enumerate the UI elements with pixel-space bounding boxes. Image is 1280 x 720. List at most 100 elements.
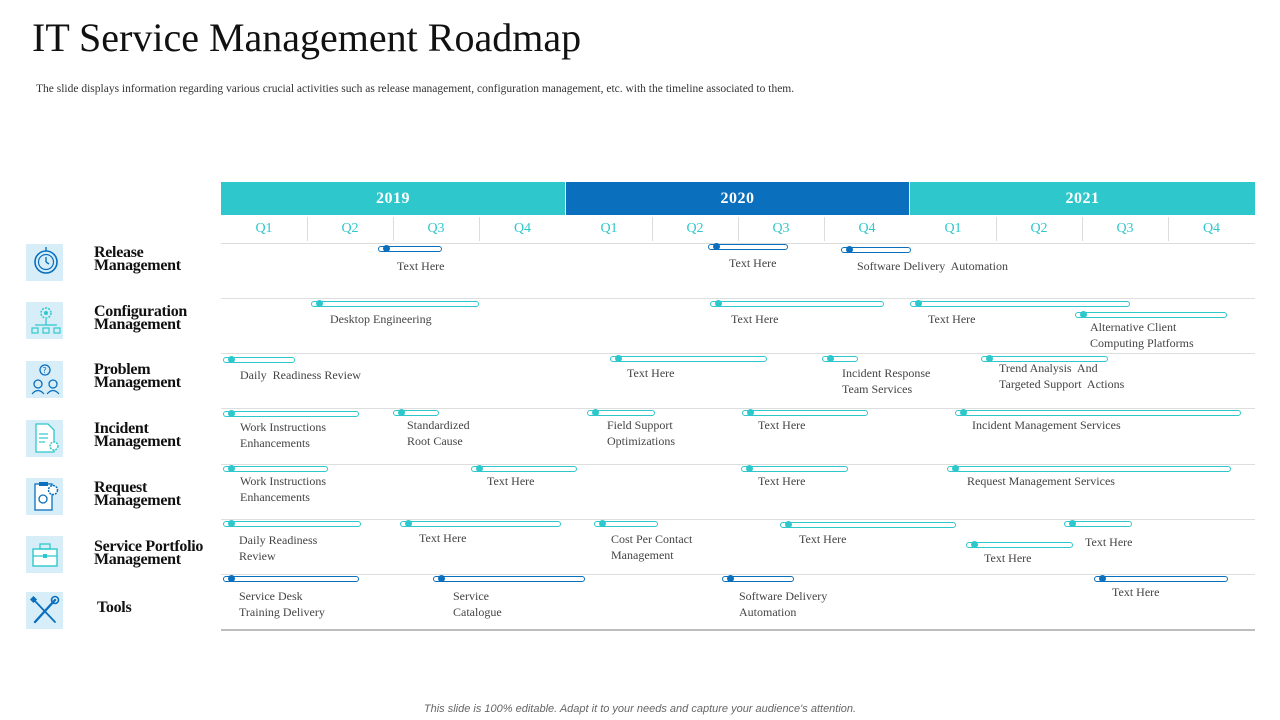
timeline-bar (955, 408, 1241, 416)
task-label: Text Here (758, 474, 806, 488)
quarter-divider (652, 217, 653, 241)
quarter-label: Q2 (1030, 221, 1048, 236)
timeline-bar (393, 408, 439, 416)
timeline-bar (311, 299, 479, 307)
task-label: Work Instructions Enhancements (240, 420, 327, 450)
task-label: Text Here (799, 532, 847, 546)
task-label: Text Here (627, 366, 675, 380)
timeline-bar (910, 299, 1130, 307)
timeline-bar (708, 242, 788, 250)
task-label: Text Here (731, 312, 779, 326)
task-label: Text Here (487, 474, 535, 488)
bar-start-dot (827, 354, 834, 362)
quarter-divider (738, 217, 739, 241)
timeline-bar (223, 574, 359, 582)
timeline-bar (223, 464, 328, 472)
bar-start-dot (592, 408, 599, 416)
task-label: Text Here (419, 531, 467, 545)
category-incident-management: Incident Management (94, 420, 181, 450)
category-tools: Tools (97, 600, 132, 616)
quarter-label: Q1 (600, 221, 618, 236)
row-divider (221, 408, 1255, 409)
quarter-divider (1082, 217, 1083, 241)
bar-start-dot (615, 354, 622, 362)
briefcase-icon (26, 536, 63, 573)
quarter-divider (307, 217, 308, 241)
task-label: Standardized Root Cause (407, 418, 470, 448)
task-label: Text Here (1085, 535, 1133, 549)
category-line1: Problem (94, 361, 151, 378)
task-label: Field Support Optimizations (607, 418, 675, 448)
task-label: Alternative Client Computing Platforms (1090, 320, 1194, 350)
bar-start-dot (971, 540, 978, 548)
bar-start-dot (316, 299, 323, 307)
footer-note: This slide is 100% editable. Adapt it to… (423, 703, 857, 715)
bar-start-dot (747, 408, 754, 416)
wrench-screwdriver-icon (26, 592, 63, 629)
category-problem-management: Problem Management (94, 361, 181, 391)
quarter-label: Q3 (1116, 221, 1134, 236)
bar-start-dot (228, 464, 235, 472)
bar-start-dot (746, 464, 753, 472)
task-label: Software Delivery Automation (739, 589, 828, 619)
category-line2: Management (94, 433, 181, 450)
bar-start-dot (405, 519, 412, 527)
task-label: Request Management Services (967, 474, 1115, 488)
page-subtitle: The slide displays information regarding… (36, 83, 795, 95)
timeline-bar (223, 519, 361, 527)
task-label: Incident Response Team Services (842, 366, 931, 396)
timeline-bar (710, 299, 884, 307)
category-line1: Service Portfolio (94, 538, 204, 555)
timeline-bar (1094, 574, 1228, 582)
category-line2: Management (94, 316, 181, 333)
quarter-label: Q4 (858, 221, 876, 236)
task-label: Text Here (729, 256, 777, 270)
category-line1: Configuration (94, 303, 187, 320)
row-divider (221, 298, 1255, 299)
row-divider (221, 464, 1255, 465)
bar-start-dot (846, 245, 853, 253)
category-line1: Incident (94, 420, 149, 437)
bar-start-dot (727, 574, 734, 582)
bar-start-dot (715, 299, 722, 307)
timeline-bar (594, 519, 658, 527)
quarter-label: Q1 (944, 221, 962, 236)
quarter-label: Q2 (341, 221, 359, 236)
timeline-bar (1075, 310, 1227, 318)
category-line1: Release (94, 244, 144, 261)
bar-start-dot (599, 519, 606, 527)
quarter-label: Q4 (1202, 221, 1221, 236)
quarter-row: Q1 Q2 Q3 Q4 Q1 Q2 Q3 Q4 Q1 Q2 Q3 Q4 (221, 215, 1255, 244)
task-label: Cost Per Contact Management (611, 532, 693, 562)
timeline-bar (966, 540, 1073, 548)
timeline-bar (400, 519, 561, 527)
bar-start-dot (960, 408, 967, 416)
timeline-bar (742, 408, 868, 416)
bar-start-dot (383, 244, 390, 252)
timeline-baseline (221, 629, 1255, 631)
row-divider (221, 353, 1255, 354)
bar-start-dot (228, 519, 235, 527)
task-label: Service Catalogue (453, 589, 502, 619)
timeline-bar (722, 574, 794, 582)
category-line2: Management (94, 492, 181, 509)
task-label: Daily Readiness Review (240, 368, 361, 382)
clipboard-gear-icon (26, 478, 63, 515)
task-label: Text Here (1112, 585, 1160, 599)
timeline-bar (471, 464, 577, 472)
row-divider (221, 519, 1255, 520)
quarter-divider (479, 217, 480, 241)
bar-start-dot (228, 355, 235, 363)
row-divider (221, 574, 1255, 575)
task-label: Text Here (984, 551, 1032, 565)
task-label: Desktop Engineering (330, 312, 432, 326)
category-request-management: Request Management (94, 480, 181, 509)
category-line2: Management (94, 551, 181, 568)
bar-start-dot (438, 574, 445, 582)
year-header-2019: 2019 (221, 182, 565, 215)
timeline-bar (610, 354, 767, 362)
quarter-label: Q3 (427, 221, 445, 236)
quarter-divider (1168, 217, 1169, 241)
category-line2: Management (94, 374, 181, 391)
bar-start-dot (952, 464, 959, 472)
